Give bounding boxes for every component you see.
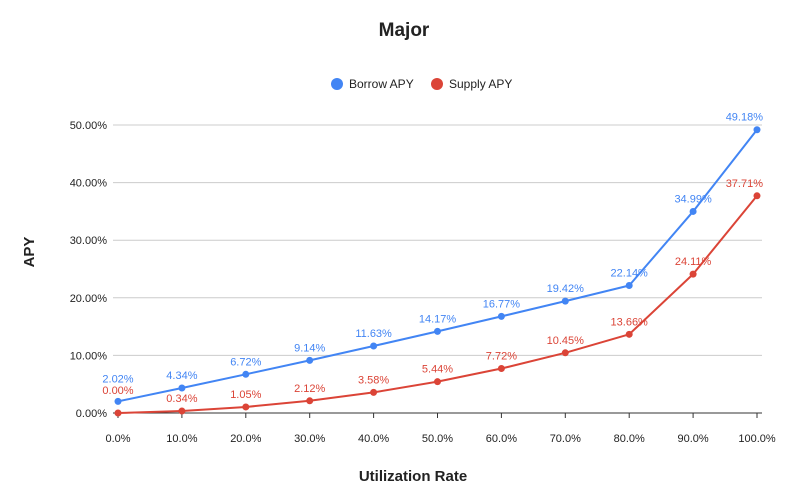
y-tick-label: 50.00% — [70, 120, 108, 132]
y-tick-label: 40.00% — [70, 178, 108, 190]
data-point — [306, 356, 314, 364]
data-point — [625, 330, 633, 338]
x-tick-label: 20.0% — [230, 433, 261, 445]
y-tick-label: 30.00% — [70, 235, 108, 247]
series-borrow-apy: 2.02% 4.34% 6.72% 9.14% 11.63% 14.17% 16.77% 19… — [102, 112, 763, 405]
series-supply-apy: 0.00% 0.34% 1.05% 2.12% 3.58% 5.44% 7.72% 10.45… — [102, 178, 763, 417]
y-tick-label: 10.00% — [70, 350, 108, 362]
x-tick-label: 30.0% — [294, 433, 325, 445]
data-label: 22.14% — [611, 267, 649, 279]
legend-label: Supply APY — [449, 77, 512, 91]
data-label: 2.12% — [294, 383, 325, 395]
y-tick-label: 20.00% — [70, 293, 108, 305]
data-label: 13.66% — [611, 316, 649, 328]
data-label: 5.44% — [422, 364, 453, 376]
data-label: 10.45% — [547, 335, 585, 347]
x-tick-label: 10.0% — [166, 433, 197, 445]
data-label: 49.18% — [726, 112, 764, 124]
data-label: 6.72% — [230, 356, 261, 368]
data-label: 4.34% — [166, 370, 197, 382]
x-tick-label: 70.0% — [550, 433, 581, 445]
legend-marker — [331, 78, 343, 90]
data-point — [689, 207, 697, 215]
data-point — [434, 327, 441, 335]
data-point — [497, 365, 505, 373]
x-tick-label: 40.0% — [358, 433, 389, 445]
data-point — [561, 349, 569, 357]
y-tick-label: 0.00% — [76, 408, 107, 420]
data-label: 14.17% — [419, 313, 457, 325]
data-point — [242, 370, 250, 378]
y-axis-ticks: 0.00% 10.00% 20.00% 30.00% 40.00% 50.00% — [70, 120, 108, 420]
data-point — [561, 297, 569, 305]
x-tick-label: 80.0% — [614, 433, 645, 445]
data-point — [753, 192, 761, 200]
data-point — [242, 403, 250, 411]
data-label: 0.00% — [102, 385, 133, 397]
gridlines — [113, 124, 762, 356]
data-label: 24.11% — [675, 256, 712, 268]
series: 2.02% 4.34% 6.72% 9.14% 11.63% 14.17% 16.77% 19… — [102, 112, 763, 417]
data-label: 3.58% — [358, 374, 389, 386]
x-axis-title: Utilization Rate — [359, 468, 467, 485]
x-tick-label: 90.0% — [677, 433, 708, 445]
data-point — [370, 388, 378, 396]
data-point — [178, 407, 186, 415]
legend: Borrow APY Supply APY — [331, 77, 512, 91]
data-label: 0.34% — [166, 393, 197, 405]
legend-label: Borrow APY — [349, 77, 414, 91]
data-label: 7.72% — [486, 351, 517, 363]
x-tick-label: 60.0% — [486, 433, 517, 445]
x-tick-label: 100.0% — [738, 433, 776, 445]
data-label: 2.02% — [102, 373, 133, 385]
data-point — [114, 409, 122, 417]
data-label: 37.71% — [726, 178, 764, 190]
data-point — [114, 397, 122, 405]
series-line — [117, 129, 758, 403]
x-axis-ticks: 0.0% 10.0% 20.0% 30.0% 40.0% 50.0% 60.0% 70.0% 8… — [105, 413, 776, 445]
data-point — [689, 270, 697, 278]
data-point — [370, 342, 378, 350]
data-point — [625, 281, 633, 289]
data-point — [753, 126, 761, 134]
data-label: 16.77% — [483, 298, 521, 310]
data-point — [497, 312, 505, 320]
data-label: 1.05% — [230, 389, 261, 401]
data-label: 34.99% — [674, 193, 712, 205]
data-point — [178, 384, 186, 392]
data-point — [434, 378, 441, 386]
legend-marker — [431, 78, 443, 90]
data-point — [306, 397, 314, 405]
data-label: 9.14% — [294, 342, 325, 354]
data-label: 19.42% — [547, 283, 585, 295]
chart-title: Major — [379, 20, 430, 41]
x-tick-label: 0.0% — [105, 433, 130, 445]
data-label: 11.63% — [355, 328, 392, 340]
x-tick-label: 50.0% — [422, 433, 453, 445]
y-axis-title: APY — [21, 237, 38, 268]
